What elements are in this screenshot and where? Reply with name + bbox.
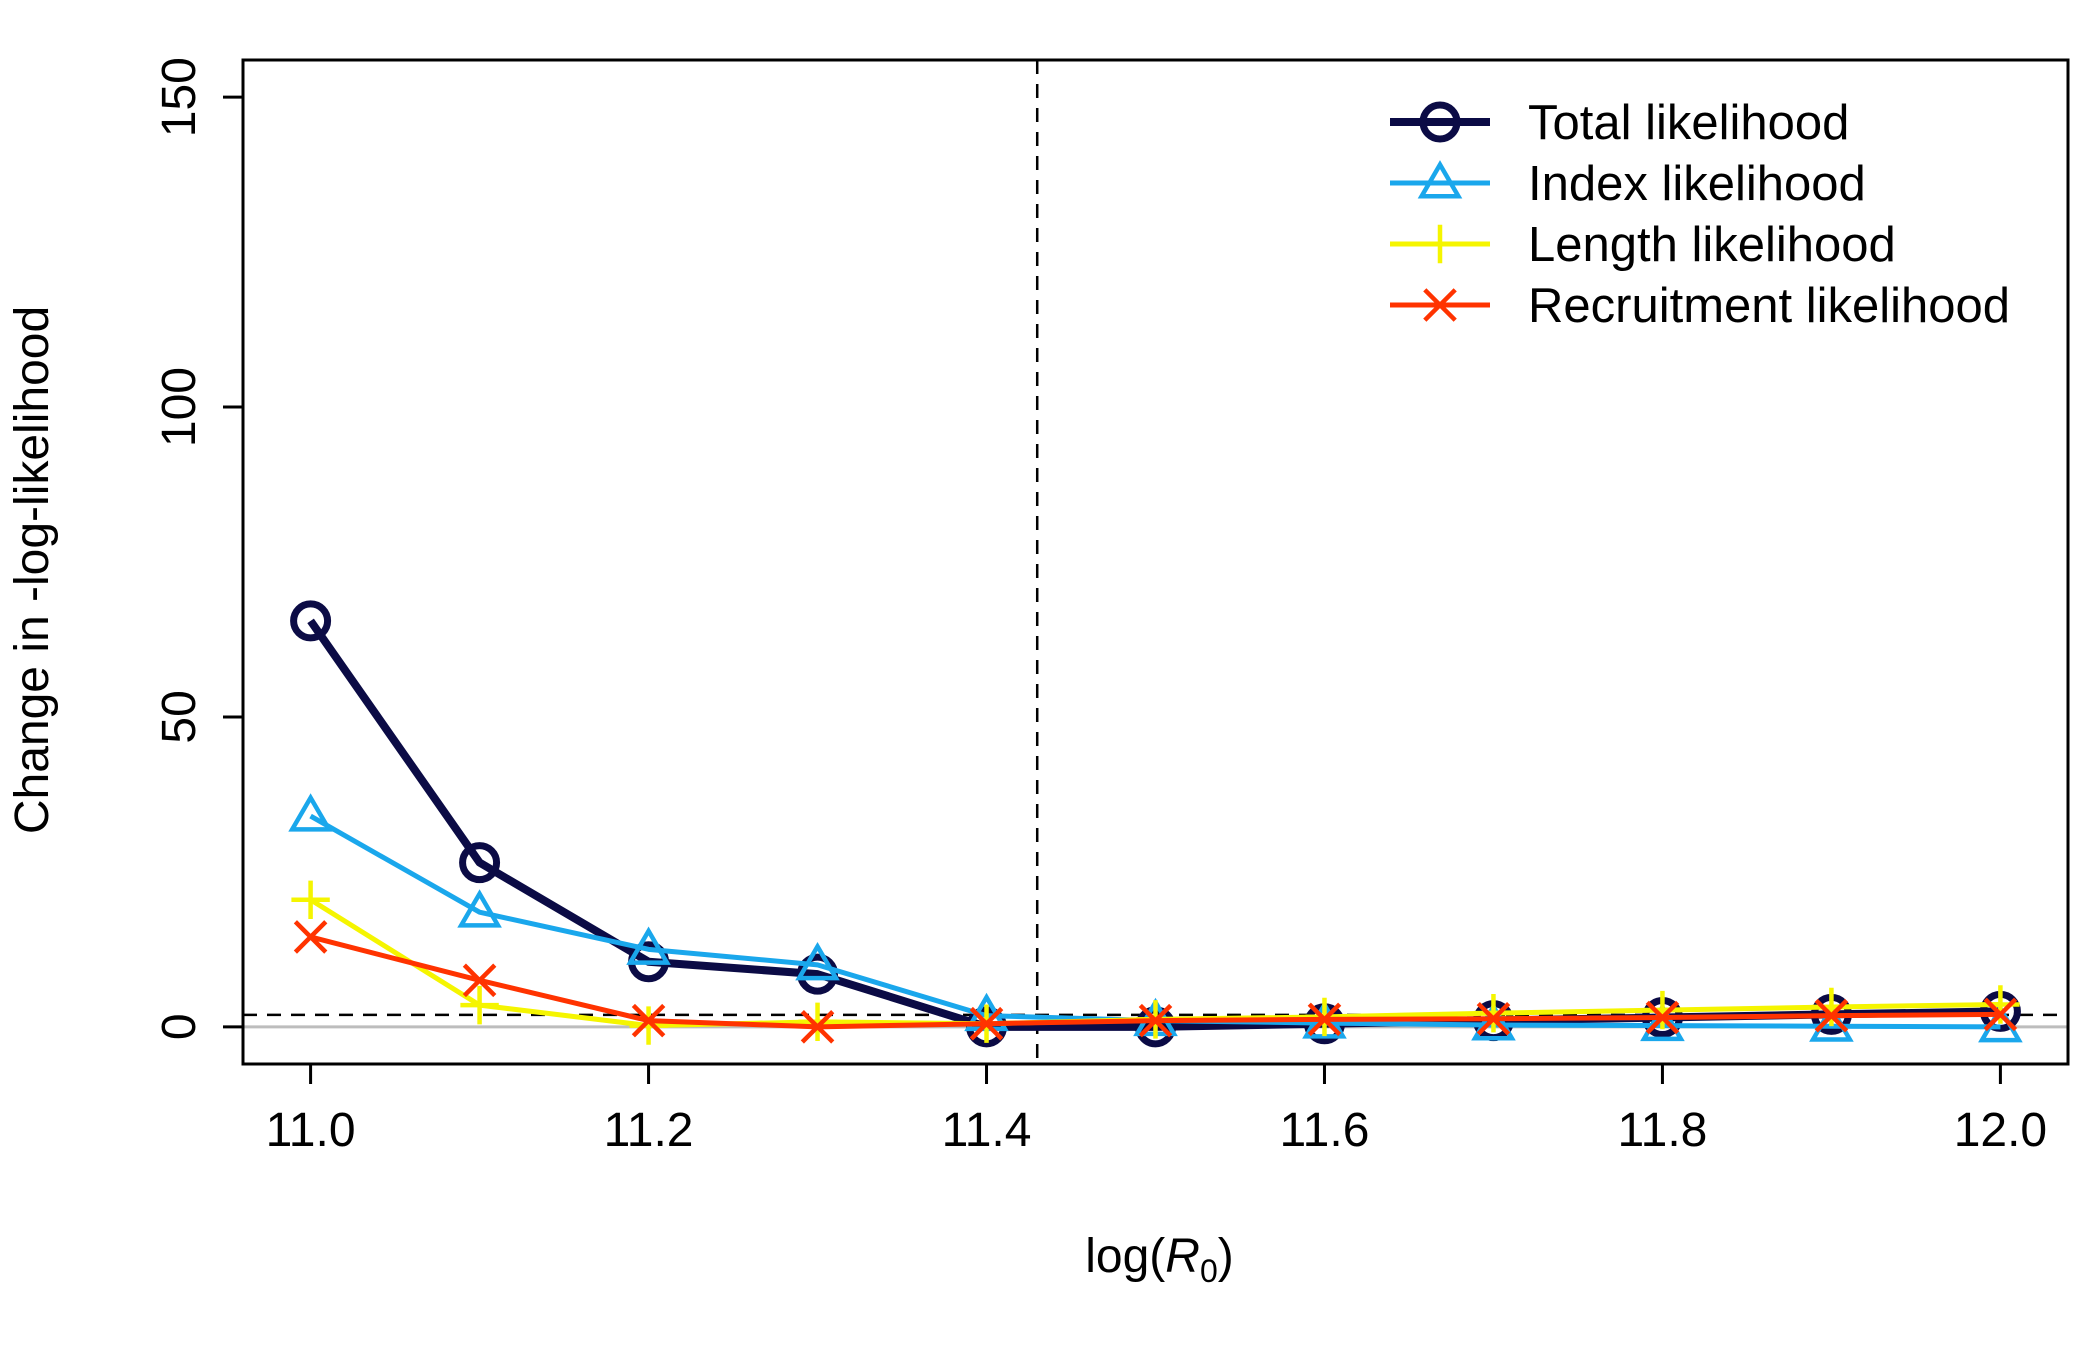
x-axis-title-symbol: R — [1165, 1230, 1200, 1283]
legend-label: Index likelihood — [1528, 157, 1866, 211]
legend-item: Total likelihood — [1390, 96, 1849, 150]
x-tick-label: 11.0 — [266, 1104, 356, 1157]
data-point — [631, 1003, 666, 1038]
data-point — [626, 926, 671, 965]
legend-marker — [1417, 160, 1463, 199]
series-layer — [288, 600, 2023, 1048]
data-point — [1471, 1002, 1516, 1041]
data-point — [462, 963, 497, 998]
data-point — [795, 941, 840, 981]
x-tick-label: 11.2 — [604, 1104, 694, 1157]
legend-marker — [1420, 224, 1460, 264]
y-tick-label: 50 — [153, 690, 206, 743]
y-axis-title: Change in -log-likelihood — [6, 306, 59, 834]
x-axis: 11.0 11.2 11.4 11.6 11.8 12.0 — [266, 1062, 2047, 1157]
data-point — [1640, 1002, 1685, 1042]
y-tick-label: 0 — [153, 1013, 206, 1040]
y-tick-label: 150 — [153, 57, 206, 137]
x-tick-label: 11.4 — [942, 1104, 1032, 1157]
legend-item: Index likelihood — [1390, 157, 1866, 211]
data-point — [293, 920, 328, 954]
data-point — [800, 1010, 835, 1044]
data-point — [290, 600, 332, 642]
legend-marker — [1423, 288, 1457, 322]
data-point — [1307, 1002, 1342, 1037]
legend-label: Length likelihood — [1528, 218, 1896, 272]
x-axis-title-subscript: 0 — [1200, 1253, 1218, 1289]
data-point — [969, 1006, 1004, 1041]
data-point — [1476, 1001, 1511, 1036]
y-tick-label: 100 — [153, 367, 206, 447]
data-point — [457, 889, 502, 928]
data-point — [291, 880, 330, 919]
legend-marker — [1419, 101, 1461, 143]
series-cross — [293, 920, 2018, 1044]
x-tick-label: 11.6 — [1280, 1104, 1370, 1157]
legend: Total likelihood Index likelihood Length l… — [1390, 96, 2010, 333]
x-tick-label: 12.0 — [1954, 1104, 2047, 1157]
data-point — [1983, 997, 2018, 1032]
data-point — [1814, 998, 1849, 1033]
x-axis-title-suffix: ) — [1218, 1230, 1234, 1283]
legend-item: Length likelihood — [1390, 218, 1896, 272]
legend-item: Recruitment likelihood — [1390, 279, 2010, 333]
x-axis-title-prefix: log( — [1085, 1230, 1165, 1283]
data-point — [288, 793, 333, 832]
data-point — [1645, 1000, 1680, 1035]
data-point — [1812, 987, 1851, 1027]
data-point — [1138, 1003, 1173, 1038]
x-axis-title: log(R0) — [1085, 1230, 1234, 1289]
data-point — [1643, 990, 1682, 1030]
data-point — [459, 842, 501, 884]
x-tick-label: 11.8 — [1618, 1104, 1708, 1157]
data-point — [798, 1002, 837, 1042]
data-point — [629, 1006, 668, 1045]
data-point — [460, 985, 499, 1025]
data-point — [1474, 993, 1513, 1033]
legend-label: Total likelihood — [1528, 96, 1849, 150]
y-axis: 0 50 100 150 — [153, 57, 245, 1040]
legend-label: Recruitment likelihood — [1528, 279, 2010, 333]
